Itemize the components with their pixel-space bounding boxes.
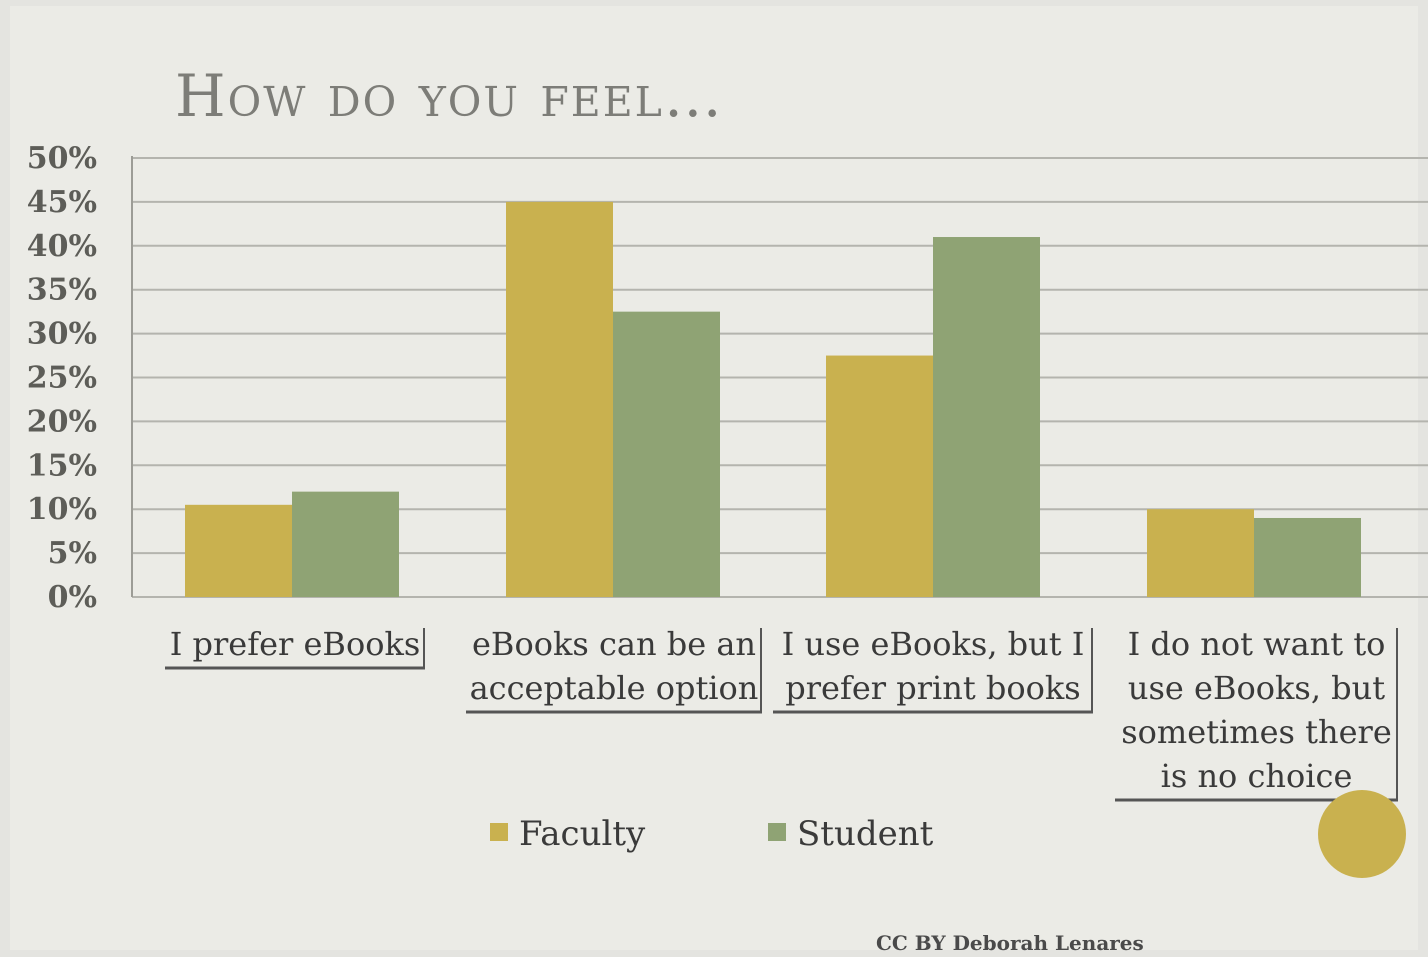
y-tick-label: 40% [27, 229, 97, 264]
y-tick-label: 45% [27, 185, 97, 220]
y-tick-label: 0% [48, 580, 97, 615]
bar-faculty [506, 201, 613, 597]
y-tick-label: 35% [27, 273, 97, 308]
bar-faculty [1147, 509, 1254, 597]
bar-student [933, 237, 1040, 597]
category-label: prefer print books [785, 669, 1080, 707]
legend-swatch-faculty [490, 823, 508, 841]
y-tick-label: 15% [27, 448, 97, 483]
y-tick-label: 20% [27, 404, 97, 439]
legend-swatch-student [768, 823, 786, 841]
category-label: sometimes there [1121, 713, 1392, 751]
bar-faculty [826, 355, 933, 597]
y-tick-label: 5% [48, 536, 97, 571]
category-label: is no choice [1161, 757, 1353, 795]
bar-student [613, 311, 720, 597]
bar-faculty [185, 504, 292, 597]
bar-student [292, 491, 399, 597]
category-label: use eBooks, but [1128, 669, 1385, 707]
y-tick-label: 25% [27, 361, 97, 396]
category-label: acceptable option [470, 669, 759, 707]
y-tick-label: 10% [27, 492, 97, 527]
bar-student [1254, 517, 1361, 597]
category-label: I do not want to [1128, 625, 1386, 663]
legend-label-faculty: Faculty [519, 814, 646, 854]
y-tick-label: 30% [27, 317, 97, 352]
y-tick-label: 50% [27, 141, 97, 176]
legend-label-student: Student [797, 814, 934, 854]
decorative-circle [1318, 790, 1406, 878]
category-label: I use eBooks, but I [782, 625, 1085, 663]
category-label: I prefer eBooks [170, 625, 421, 663]
category-label: eBooks can be an [472, 625, 756, 663]
chart-title: How do you feel… [175, 62, 724, 130]
credit-text: CC BY Deborah Lenares [876, 931, 1144, 955]
